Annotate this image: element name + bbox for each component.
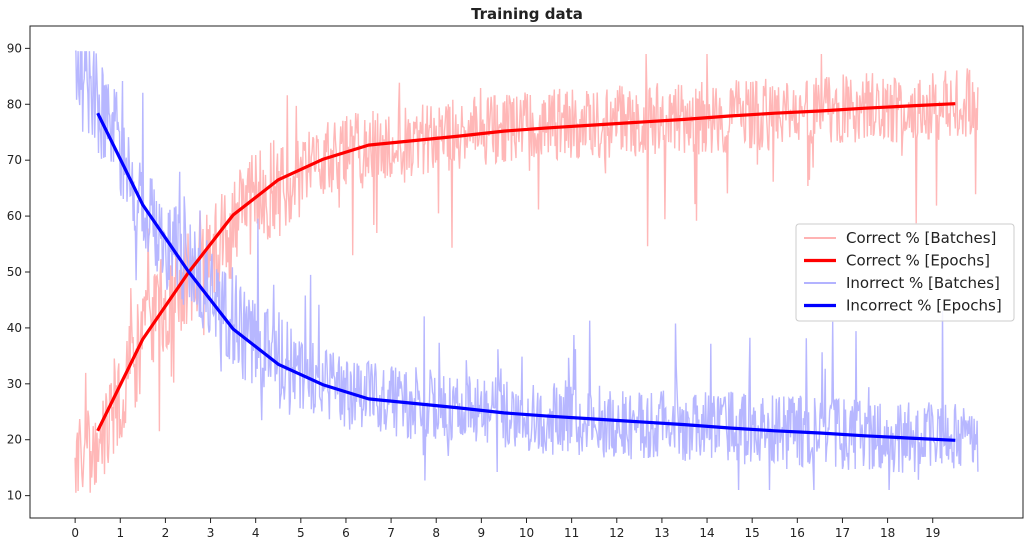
x-tick-label: 6: [342, 526, 350, 540]
legend-label: Incorrect % [Epochs]: [846, 297, 1002, 315]
plot-area: [29, 25, 1024, 519]
legend-label: Correct % [Batches]: [846, 229, 996, 247]
x-tick-label: 11: [564, 526, 579, 540]
y-tick-label: 50: [7, 265, 22, 279]
x-tick-label: 4: [252, 526, 260, 540]
x-tick-label: 5: [297, 526, 305, 540]
y-tick-label: 80: [7, 97, 22, 111]
epoch-lines: [96, 102, 956, 442]
x-tick-label: 1: [116, 526, 124, 540]
legend-label: Correct % [Epochs]: [846, 252, 990, 270]
y-axis: 10 20 30 40 50 60 70 80 90: [7, 41, 30, 503]
y-tick-label: 40: [7, 321, 22, 335]
legend: Correct % [Batches] Correct % [Epochs] Ino…: [795, 223, 1015, 322]
y-tick-label: 30: [7, 377, 22, 391]
x-tick-label: 12: [609, 526, 624, 540]
x-tick-label: 17: [835, 526, 850, 540]
y-tick-label: 10: [7, 489, 22, 503]
x-tick-label: 19: [925, 526, 940, 540]
x-tick-label: 13: [654, 526, 669, 540]
x-axis: 0 1 2 3 4 5 6 7 8 9 10 11 12 13 14 15 16 17 18 19: [71, 518, 940, 540]
x-tick-label: 15: [745, 526, 760, 540]
y-tick-label: 20: [7, 433, 22, 447]
x-tick-label: 14: [699, 526, 714, 540]
series-incorrect-epochs: [96, 112, 956, 442]
x-tick-label: 7: [387, 526, 395, 540]
x-tick-label: 8: [432, 526, 440, 540]
series-correct-batches: [74, 53, 979, 493]
legend-box: [795, 223, 1015, 322]
y-tick-label: 60: [7, 209, 22, 223]
y-tick-label: 70: [7, 153, 22, 167]
x-tick-label: 2: [162, 526, 170, 540]
x-tick-label: 9: [478, 526, 486, 540]
x-tick-label: 3: [207, 526, 215, 540]
y-tick-label: 90: [7, 41, 22, 55]
x-tick-label: 0: [71, 526, 79, 540]
x-tick-label: 18: [880, 526, 895, 540]
x-tick-label: 16: [790, 526, 805, 540]
series-correct-epochs: [96, 102, 956, 432]
legend-label: Inorrect % [Batches]: [846, 274, 1000, 292]
chart-title: Training data: [471, 5, 583, 23]
x-tick-label: 10: [519, 526, 534, 540]
